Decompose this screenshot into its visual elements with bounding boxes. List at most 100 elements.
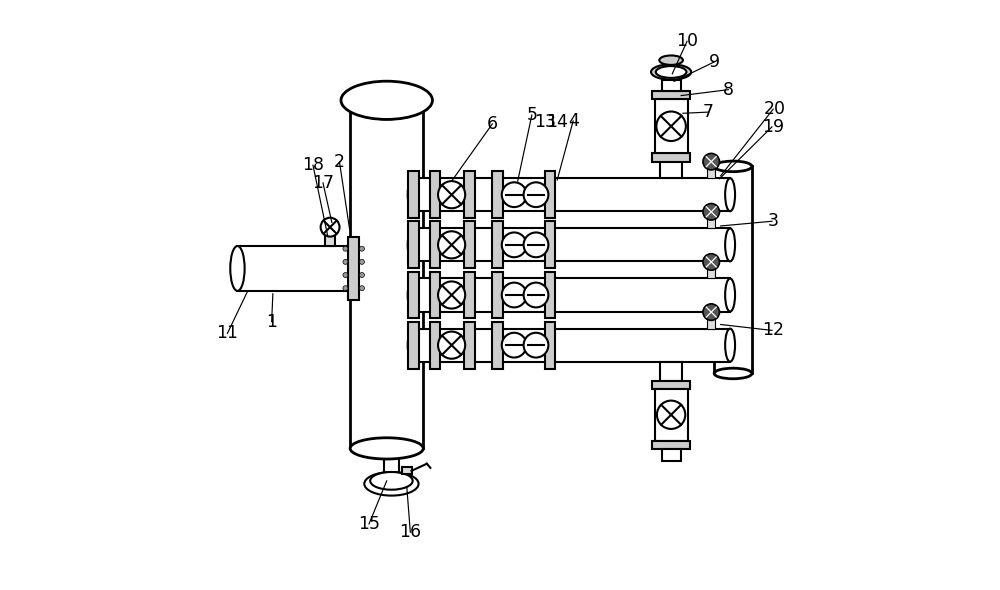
Bar [413, 228, 730, 261]
Bar [660, 160, 682, 178]
Bar [430, 171, 440, 218]
Circle shape [343, 246, 348, 251]
Circle shape [359, 286, 364, 291]
Bar [413, 329, 730, 362]
Circle shape [656, 112, 686, 141]
Circle shape [703, 304, 719, 320]
Ellipse shape [408, 178, 418, 211]
Bar [652, 441, 690, 449]
Bar [492, 322, 503, 369]
Circle shape [703, 153, 719, 170]
Ellipse shape [714, 368, 752, 379]
Ellipse shape [350, 93, 423, 119]
Circle shape [359, 260, 364, 264]
Bar [662, 80, 681, 91]
Bar [545, 322, 555, 369]
Bar [464, 171, 475, 218]
Bar [464, 271, 475, 319]
Bar [660, 362, 682, 381]
Ellipse shape [725, 178, 735, 211]
Bar [545, 271, 555, 319]
Circle shape [438, 181, 465, 208]
Text: 5: 5 [526, 106, 537, 124]
Bar [492, 221, 503, 268]
Bar [707, 165, 715, 178]
Ellipse shape [350, 438, 423, 459]
Bar [408, 271, 419, 319]
Ellipse shape [651, 64, 691, 80]
Circle shape [438, 281, 465, 309]
Text: 2: 2 [334, 153, 345, 171]
Bar [652, 91, 690, 99]
Ellipse shape [659, 55, 683, 65]
Bar [545, 221, 555, 268]
Text: 8: 8 [723, 81, 734, 99]
Text: 15: 15 [358, 515, 380, 533]
Bar [237, 246, 354, 291]
Bar [402, 467, 412, 474]
Ellipse shape [725, 228, 735, 261]
Bar [430, 221, 440, 268]
Bar [348, 237, 359, 300]
Bar [413, 178, 730, 211]
Text: 4: 4 [568, 112, 579, 130]
Circle shape [524, 333, 548, 358]
Text: 1: 1 [266, 313, 277, 330]
Bar [325, 233, 335, 246]
Bar [652, 153, 690, 162]
Text: 19: 19 [762, 118, 784, 136]
Text: 6: 6 [487, 115, 498, 133]
Bar [707, 316, 715, 329]
Circle shape [438, 231, 465, 258]
Ellipse shape [408, 228, 418, 261]
Circle shape [502, 232, 527, 257]
Text: 13: 13 [534, 113, 556, 131]
Circle shape [359, 273, 364, 277]
Circle shape [321, 218, 340, 237]
Bar [655, 389, 688, 441]
Bar [655, 99, 688, 153]
Text: 16: 16 [399, 523, 421, 541]
Bar [545, 171, 555, 218]
Circle shape [343, 273, 348, 277]
Bar [662, 449, 681, 461]
Ellipse shape [370, 472, 413, 490]
Circle shape [359, 246, 364, 251]
Bar [707, 215, 715, 228]
Circle shape [502, 283, 527, 307]
Text: 3: 3 [768, 212, 779, 230]
Ellipse shape [230, 246, 245, 291]
Bar [350, 251, 359, 286]
Ellipse shape [341, 81, 432, 119]
Ellipse shape [408, 329, 418, 362]
Circle shape [524, 232, 548, 257]
Ellipse shape [714, 161, 752, 172]
Circle shape [524, 283, 548, 307]
Ellipse shape [656, 66, 686, 78]
Text: 10: 10 [676, 32, 698, 50]
Bar [430, 322, 440, 369]
Circle shape [703, 204, 719, 220]
Ellipse shape [725, 329, 735, 362]
Circle shape [438, 332, 465, 359]
Circle shape [703, 254, 719, 270]
Bar [408, 322, 419, 369]
Bar [464, 322, 475, 369]
Bar [464, 221, 475, 268]
Ellipse shape [725, 278, 735, 312]
Bar [350, 106, 423, 448]
Bar [707, 266, 715, 278]
Text: 7: 7 [703, 103, 714, 121]
Bar [408, 171, 419, 218]
Bar [430, 271, 440, 319]
Circle shape [502, 333, 527, 358]
Text: 18: 18 [302, 156, 324, 174]
Bar [652, 381, 690, 389]
Bar [413, 278, 730, 312]
Text: 9: 9 [709, 53, 720, 71]
Text: 20: 20 [763, 100, 785, 118]
Bar [408, 221, 419, 268]
Circle shape [343, 260, 348, 264]
Text: 14: 14 [546, 113, 568, 131]
Ellipse shape [364, 472, 419, 496]
